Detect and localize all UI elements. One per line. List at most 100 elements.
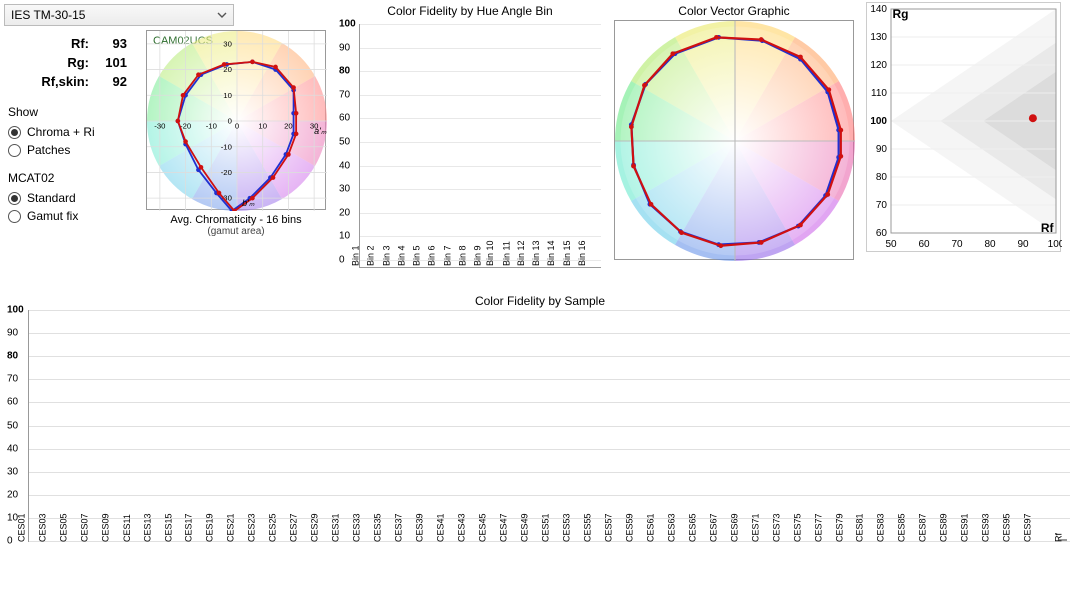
sample-label: CES17 xyxy=(184,513,194,542)
svg-text:100: 100 xyxy=(870,116,887,127)
sample-label: CES71 xyxy=(750,513,760,542)
bin-label: Bin 12 xyxy=(516,240,526,266)
sample-label: CES29 xyxy=(310,513,320,542)
ytick: 20 xyxy=(339,207,350,218)
radio-dot-icon xyxy=(8,144,21,157)
sample-label: CES95 xyxy=(1002,513,1012,542)
svg-text:80: 80 xyxy=(984,239,996,250)
ytick: 10 xyxy=(339,231,350,242)
sample-label: CES25 xyxy=(268,513,278,542)
ytick: 20 xyxy=(7,489,18,500)
radio-gamut-fix[interactable]: Gamut fix xyxy=(8,209,137,223)
sample-title: Color Fidelity by Sample xyxy=(4,294,1076,308)
sample-label: CES13 xyxy=(142,513,152,542)
sample-label: CES47 xyxy=(499,513,509,542)
sample-label: CES15 xyxy=(163,513,173,542)
radio-patches[interactable]: Patches xyxy=(8,143,137,157)
sample-label: CES63 xyxy=(667,513,677,542)
sample-label: CES75 xyxy=(792,513,802,542)
svg-text:0: 0 xyxy=(235,122,239,131)
sample-label: CES09 xyxy=(100,513,110,542)
sample-label: CES19 xyxy=(205,513,215,542)
ytick: 70 xyxy=(7,374,18,385)
sample-label: CES11 xyxy=(122,514,132,542)
ytick: 0 xyxy=(7,536,13,547)
bin-label: Bin 9 xyxy=(473,245,483,266)
sample-label: CES79 xyxy=(834,513,844,542)
svg-text:30: 30 xyxy=(223,39,232,48)
svg-text:20: 20 xyxy=(284,122,293,131)
ytick: 70 xyxy=(339,89,350,100)
sample-label: CES45 xyxy=(478,513,488,542)
vector-chart xyxy=(614,20,854,260)
svg-text:70: 70 xyxy=(875,200,887,211)
radio-dot-icon xyxy=(8,126,21,139)
sample-label: CES49 xyxy=(520,513,530,542)
gamut-panel: CAM02UCS -30-30-20-20-10-100010102020303… xyxy=(141,30,331,288)
ytick: 90 xyxy=(7,328,18,339)
gamut-sub: (gamut area) xyxy=(207,226,264,237)
gamut-caption: Avg. Chromaticity - 16 bins xyxy=(170,214,301,226)
ytick: 90 xyxy=(339,42,350,53)
rf-value: 93 xyxy=(101,36,127,51)
svg-text:60: 60 xyxy=(875,228,887,239)
bin-label: Bin 11 xyxy=(501,241,511,266)
sample-label: CES85 xyxy=(897,513,907,542)
radio-dot-icon xyxy=(8,210,21,223)
bin-label: Bin 13 xyxy=(531,240,541,266)
svg-text:0: 0 xyxy=(228,117,232,126)
ytick: 50 xyxy=(7,420,18,431)
svg-text:b'ₘ: b'ₘ xyxy=(242,198,255,208)
ytick: 40 xyxy=(7,443,18,454)
sample-label: CES01 xyxy=(16,513,26,542)
sample-label: CES73 xyxy=(771,513,781,542)
mcat-group-title: MCAT02 xyxy=(8,171,137,185)
mode-dropdown[interactable]: IES TM-30-15 xyxy=(4,4,234,26)
bin-label: Bin 1 xyxy=(351,245,361,266)
scatter-panel: 506070809010060708090100110120130140 Rg … xyxy=(863,2,1063,288)
ytick: 100 xyxy=(7,305,24,316)
svg-text:70: 70 xyxy=(951,239,963,250)
ytick: 40 xyxy=(339,160,350,171)
sample-label: CES23 xyxy=(247,513,257,542)
radio-chroma-ri[interactable]: Chroma + Ri xyxy=(8,125,137,139)
rfskin-label: Rf,skin: xyxy=(41,74,89,89)
sample-label: CES57 xyxy=(604,513,614,542)
sample-label: CES83 xyxy=(876,513,886,542)
vector-title: Color Vector Graphic xyxy=(678,4,789,18)
ytick: 30 xyxy=(339,184,350,195)
scatter-ylabel: Rg xyxy=(893,7,909,21)
rfskin-value: 92 xyxy=(101,74,127,89)
sample-label: CES51 xyxy=(541,513,551,542)
sample-label: CES43 xyxy=(457,513,467,542)
bin-label: Bin 3 xyxy=(381,245,391,266)
svg-text:90: 90 xyxy=(1017,239,1029,250)
svg-text:110: 110 xyxy=(871,88,887,99)
sample-label: CES91 xyxy=(960,513,970,542)
show-group-title: Show xyxy=(8,105,137,119)
bin-label: Bin 5 xyxy=(412,245,422,266)
svg-text:50: 50 xyxy=(885,239,897,250)
bin-label: Bin 4 xyxy=(397,245,407,266)
ytick: 100 xyxy=(339,19,356,30)
gamut-chart: CAM02UCS -30-30-20-20-10-100010102020303… xyxy=(146,30,326,210)
ytick: 50 xyxy=(339,136,350,147)
bin-label: Bin 15 xyxy=(562,240,572,266)
radio-standard[interactable]: Standard xyxy=(8,191,137,205)
ytick: 80 xyxy=(7,351,18,362)
svg-text:-30: -30 xyxy=(154,122,165,131)
sample-label: CES05 xyxy=(58,513,68,542)
ytick: 30 xyxy=(7,466,18,477)
sample-label: CES33 xyxy=(352,513,362,542)
svg-text:10: 10 xyxy=(258,122,267,131)
fidelity-bin-title: Color Fidelity by Hue Angle Bin xyxy=(387,4,552,18)
sample-label: CES67 xyxy=(708,513,718,542)
sample-label: CES41 xyxy=(436,513,446,542)
sample-label: CES69 xyxy=(729,513,739,542)
dropdown-label: IES TM-30-15 xyxy=(11,8,85,22)
sample-label: CES59 xyxy=(625,513,635,542)
sample-panel: Color Fidelity by Sample 010203040506070… xyxy=(0,290,1080,590)
radio-dot-icon xyxy=(8,192,21,205)
bin-label: Bin 2 xyxy=(366,245,376,266)
ytick: 60 xyxy=(339,113,350,124)
